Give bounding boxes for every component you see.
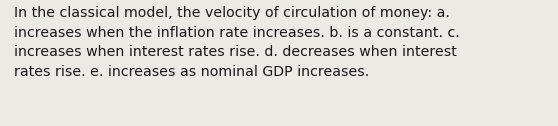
Text: In the classical model, the velocity of circulation of money: a.
increases when : In the classical model, the velocity of … bbox=[14, 6, 460, 79]
